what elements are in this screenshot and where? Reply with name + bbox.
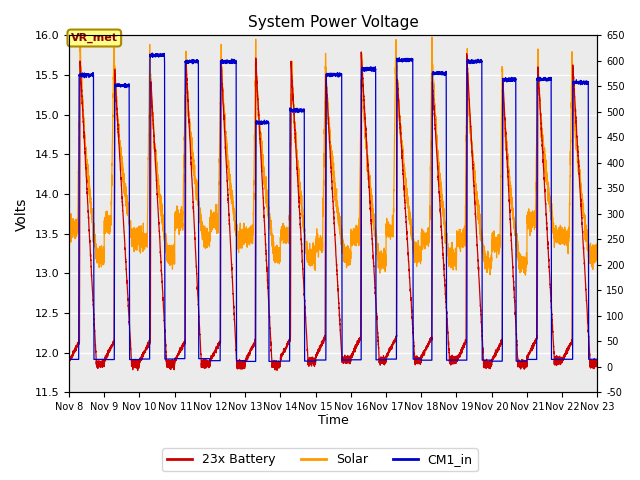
X-axis label: Time: Time bbox=[318, 414, 349, 427]
Text: VR_met: VR_met bbox=[71, 33, 118, 43]
Title: System Power Voltage: System Power Voltage bbox=[248, 15, 419, 30]
Y-axis label: Volts: Volts bbox=[15, 197, 29, 230]
Legend: 23x Battery, Solar, CM1_in: 23x Battery, Solar, CM1_in bbox=[163, 448, 477, 471]
